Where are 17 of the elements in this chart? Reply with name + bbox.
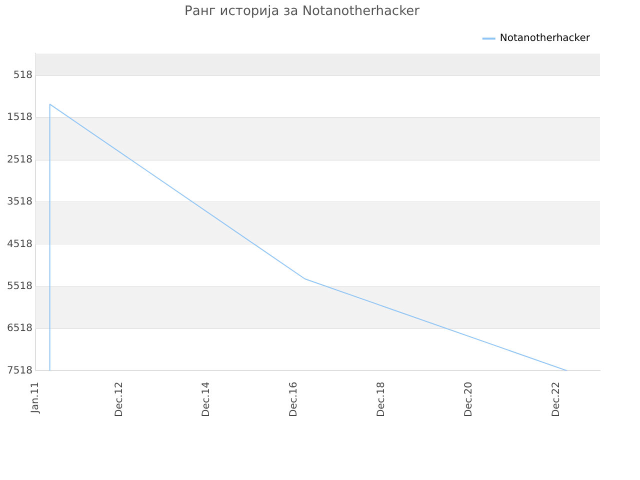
x-tick-label: Dec.12 bbox=[114, 382, 125, 418]
legend-label: Notanotherhacker bbox=[500, 33, 591, 44]
y-tick-label: 518 bbox=[13, 70, 32, 82]
y-tick-label: 6518 bbox=[6, 323, 32, 334]
y-tick-label: 1518 bbox=[6, 112, 32, 124]
chart-title: Ранг историја за Notanotherhacker bbox=[184, 4, 420, 20]
y-tick-label: 4518 bbox=[6, 238, 32, 250]
x-tick-label: Dec.22 bbox=[550, 382, 562, 418]
y-tick-label: 5518 bbox=[6, 280, 32, 292]
y-tick-label: 7518 bbox=[6, 365, 32, 376]
x-tick-label: Dec.18 bbox=[376, 382, 388, 418]
y-tick-label: 3518 bbox=[6, 196, 32, 208]
x-tick-label: Dec.20 bbox=[464, 382, 475, 418]
x-tick-label: Jan.11 bbox=[30, 382, 42, 414]
x-tick-label: Dec.14 bbox=[201, 382, 212, 418]
x-tick-label: Dec.16 bbox=[288, 382, 300, 418]
y-tick-label: 2518 bbox=[6, 154, 32, 166]
